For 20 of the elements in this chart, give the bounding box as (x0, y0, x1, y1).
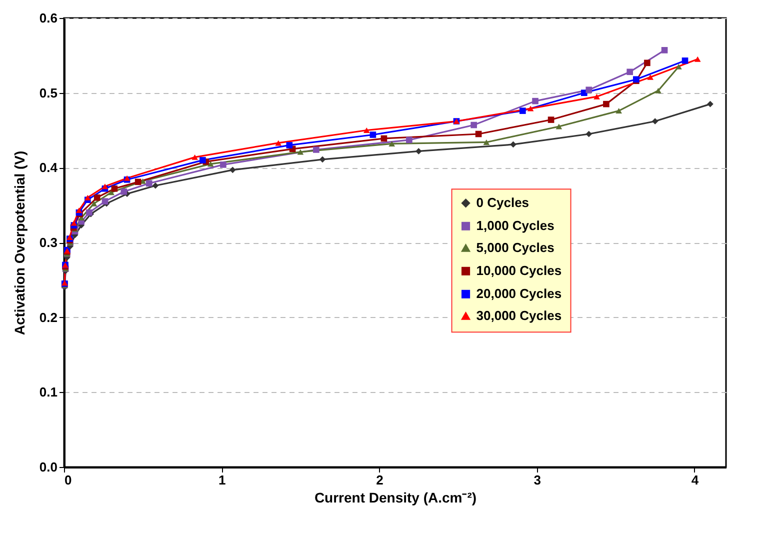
y-tick-label: 0.6 (39, 10, 58, 26)
y-tick-label: 0.0 (39, 460, 58, 474)
y-tick-label: 0.5 (39, 85, 58, 100)
y-tick-label: 0.2 (39, 310, 58, 325)
legend-label: 20,000 Cycles (476, 286, 562, 302)
legend-label: 10,000 Cycles (476, 263, 562, 278)
x-tick-label: 0 (64, 472, 72, 488)
y-tick-label: 0.1 (39, 384, 58, 400)
y-axis-title: Activation Overpotential (V) (11, 150, 28, 336)
x-tick-label: 3 (534, 472, 541, 488)
legend-label: 30,000 Cycles (476, 308, 562, 324)
x-tick-label: 4 (691, 472, 700, 488)
x-axis-title: Current Density (A.cm⁻²) (314, 490, 477, 506)
legend-label: 1,000 Cycles (476, 218, 554, 234)
x-tick-label: 2 (376, 472, 384, 488)
y-tick-label: 0.3 (39, 235, 58, 250)
x-tick-label: 1 (218, 472, 226, 488)
y-tick-label: 0.4 (39, 160, 58, 176)
legend-label: 0 Cycles (476, 195, 530, 210)
legend-label: 5,000 Cycles (476, 240, 554, 256)
